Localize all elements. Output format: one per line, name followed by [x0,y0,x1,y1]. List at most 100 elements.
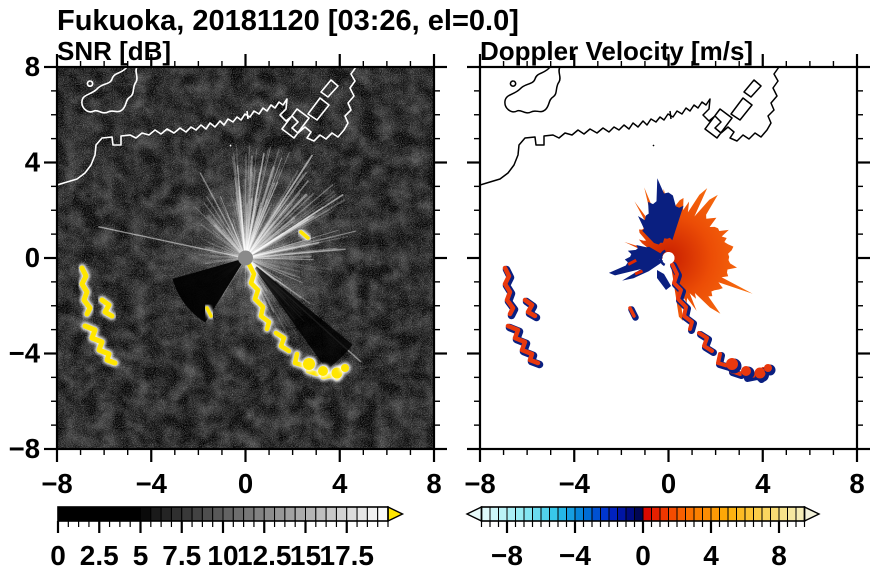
streak [251,209,335,256]
streak [247,207,271,253]
x-tick-label: 4 [755,468,771,499]
colorbar-cell [170,506,183,522]
streak [219,198,244,253]
streak [234,177,246,252]
streak [251,259,294,277]
colorbar-cell [540,506,550,522]
colorbar-cell [753,506,763,522]
colorbar-cell [377,506,389,522]
colorbar-tick-label: 7.5 [162,540,201,570]
streak [240,192,246,252]
colorbar-overflow-arrow-right [387,505,405,523]
positive-echo-dash [634,269,644,276]
streak [247,151,290,252]
streak [251,229,339,257]
streak [251,257,314,261]
streak [250,193,337,255]
high-snr-echo [79,265,93,317]
streak [246,202,262,252]
streak [251,257,333,271]
streak [251,228,303,256]
streak [251,243,311,258]
colorbar-cell [702,506,712,522]
streak [231,156,246,252]
colorbar-overflow-arrow-right [803,505,821,523]
streak [221,229,242,254]
streak [245,169,257,252]
positive-echo-chain [522,297,538,319]
streak [251,237,315,257]
streak [250,209,331,256]
high-snr-echo [299,230,310,240]
colorbar-cell [583,506,593,522]
streak [230,195,245,252]
y-tick-label: 4 [25,147,41,178]
x-tick-label: 0 [238,468,253,499]
doppler-panel [480,67,857,449]
colorbar-cell [212,506,224,522]
colorbar-cell [294,506,306,522]
streak [244,153,247,252]
colorbar-cell [274,506,286,522]
streak [251,242,324,258]
streak [240,209,246,252]
streak [248,263,299,338]
streak [251,258,301,273]
streak [226,219,243,253]
colorbar-cell [232,506,245,522]
colorbar-cell [600,506,610,522]
colorbar-cell [356,506,368,522]
streak [251,248,346,259]
streak [207,258,239,262]
colorbar-cell [744,506,754,522]
colorbar-cell [129,506,141,522]
positive-echo-chain [697,331,714,353]
streak [203,202,242,254]
positive-echo-chain [502,265,516,317]
streak [251,248,296,258]
colorbar-cell [566,506,576,522]
streak [250,261,282,284]
colorbar-tick-label: 17.5 [320,540,375,570]
colorbar-tick-label: −8 [491,540,523,570]
snr-shadow-wedge-sw [172,259,243,323]
streak [249,208,288,254]
streak [194,206,242,254]
colorbar-cell [481,506,491,522]
x-tick-label: −8 [41,468,72,499]
streak [208,255,240,259]
positive-echo [741,366,751,376]
colorbar-cell [659,506,669,522]
snr-panel [57,67,434,449]
streak [251,235,349,258]
streak [250,261,311,304]
colorbar-cell [88,506,100,522]
colorbar-cell [668,506,678,522]
colorbar-cell [787,506,797,522]
positive-echo-chain [628,306,636,318]
colorbar-cell [727,506,737,522]
streak [250,261,288,289]
streak [251,242,320,258]
colorbar-cell [736,506,746,522]
y-tick-label: 8 [25,51,40,82]
colorbar-cell [78,506,90,522]
streak [250,191,335,255]
streak [237,264,245,286]
streak [236,156,246,252]
streak [235,202,245,252]
colorbar-cell [642,506,652,522]
streak [206,196,243,253]
positive-echo-chain [505,323,541,366]
streak [233,152,246,252]
streak [250,220,294,255]
streak [243,264,246,289]
colorbar-cell [506,506,516,522]
streak [249,260,276,282]
colorbar-cell [710,506,720,522]
colorbar-cell [608,506,618,522]
colorbar-cell [160,506,172,522]
